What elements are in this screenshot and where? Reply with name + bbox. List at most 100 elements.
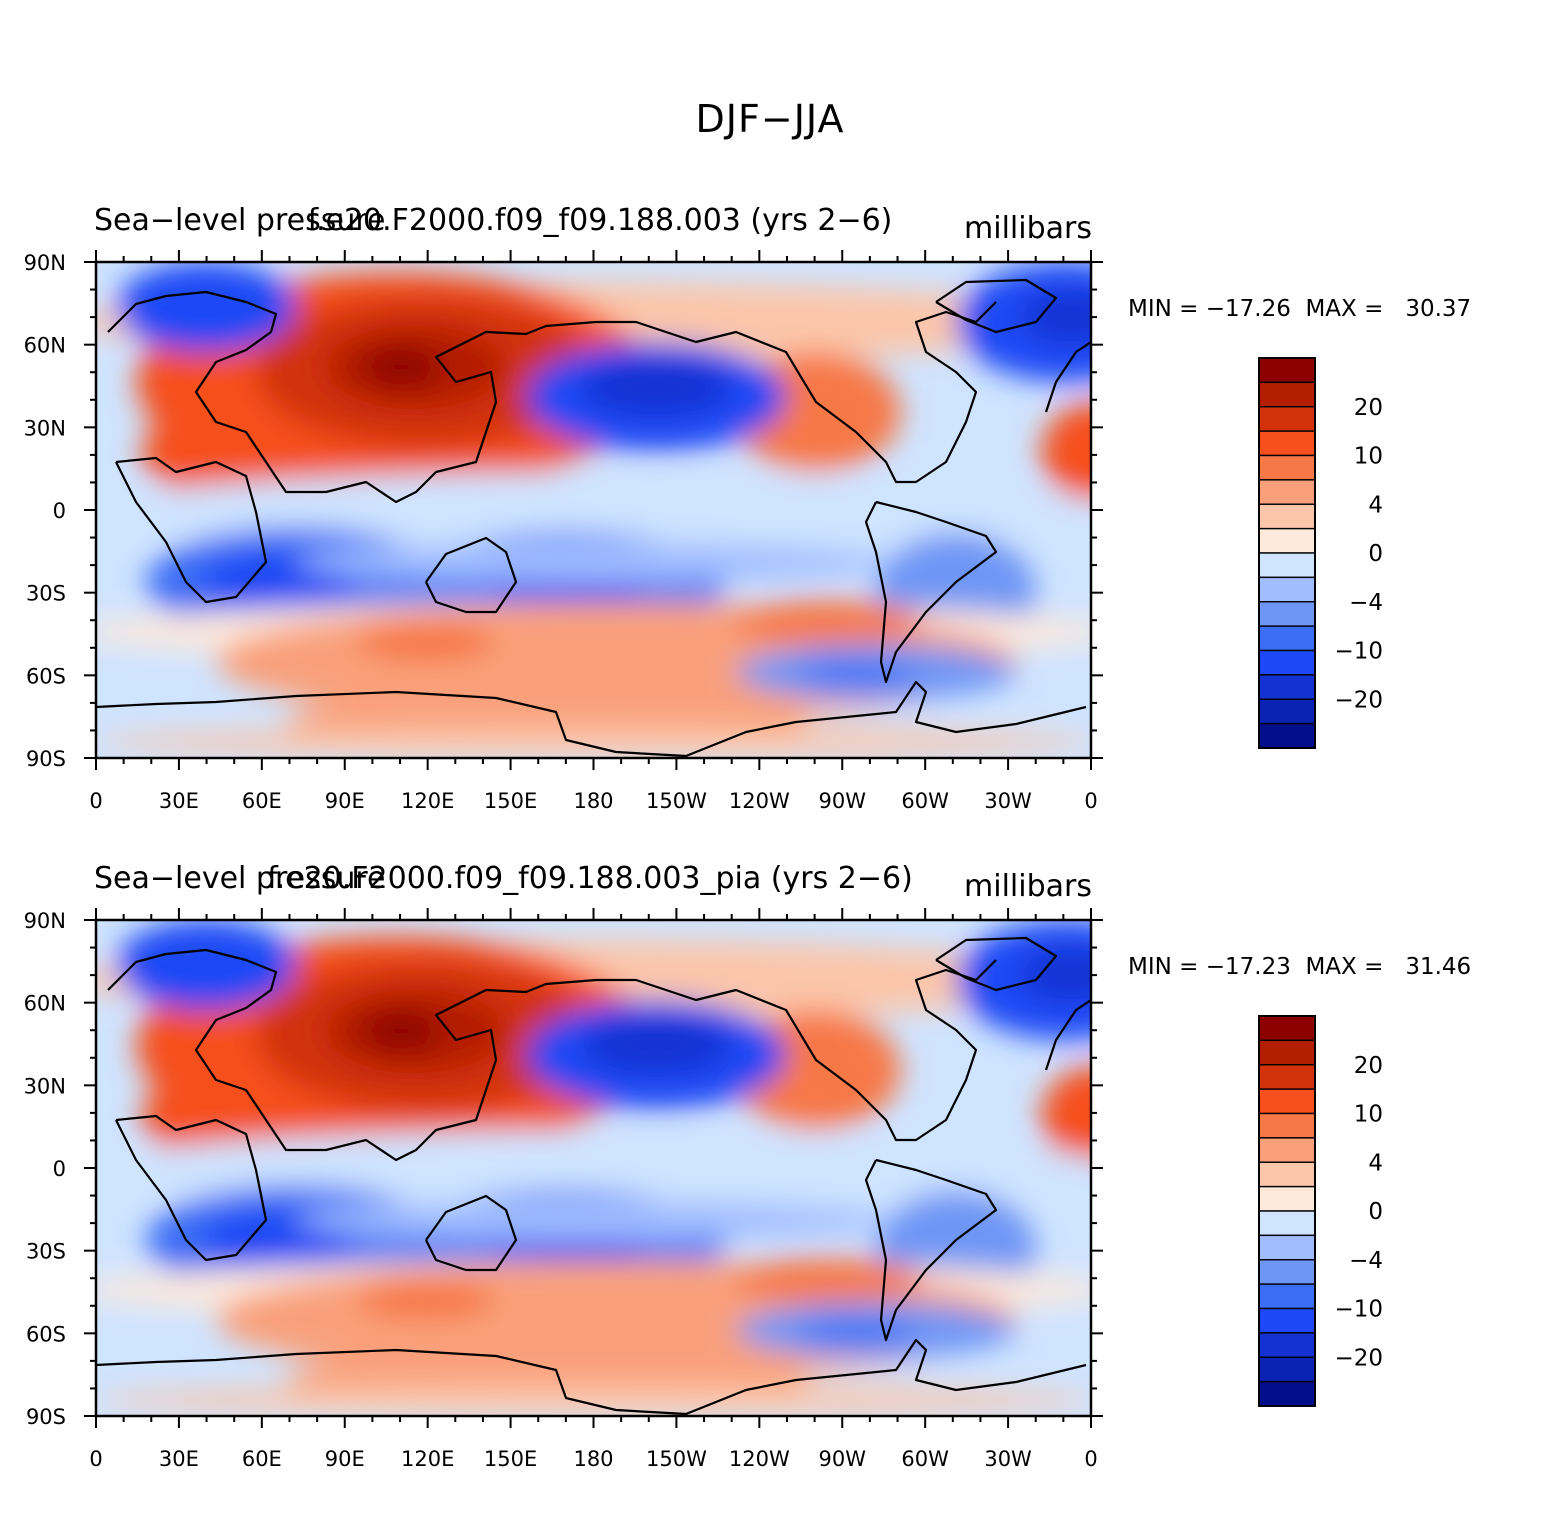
panel-top-case-title: f.e20.F2000.f09_f09.188.003 (yrs 2−6)	[308, 203, 893, 238]
panel-top-lon-label: 0	[1084, 789, 1097, 813]
panel-top-pressure-region	[96, 727, 1091, 757]
panel-bottom-pressure-region	[1041, 1066, 1091, 1166]
panel-top-units: millibars	[964, 211, 1092, 246]
panel-bottom-colorbar-swatch	[1258, 1283, 1316, 1310]
panel-bottom-colorbar-swatch	[1258, 1088, 1316, 1115]
panel-top-pressure-region	[581, 359, 731, 415]
panel-bottom-colorbar-label: −4	[1349, 1248, 1383, 1274]
panel-top-pressure-region	[1041, 402, 1091, 502]
panel-bottom-units: millibars	[964, 869, 1092, 904]
panel-top-colorbar-swatch	[1258, 527, 1316, 554]
panel-top-coastlines	[96, 278, 1091, 758]
panel-bottom-ticks: 0 30E 60E 90E 120E 150E 180 150W 120W 90W 60W 30W 09…	[24, 908, 1103, 1471]
panel-top-lon-label: 150E	[484, 789, 537, 813]
panel-top-colorbar-swatch	[1258, 381, 1316, 408]
panel-top-colorbar-swatch	[1258, 649, 1316, 676]
panel-top-pressure-region	[141, 407, 311, 497]
panel-bottom-colorbar-swatch	[1258, 1064, 1316, 1090]
panel-top-colorbar-swatch	[1258, 722, 1316, 749]
panel-top-coastline	[425, 536, 518, 614]
panel-top-stats: MIN = −17.26 MAX = 30.37	[1128, 296, 1471, 322]
panel-top-pressure-region	[796, 662, 916, 686]
panel-bottom-coastline	[96, 1338, 1087, 1416]
panel-bottom-lon-label: 180	[573, 1447, 613, 1471]
panel-top-lat-label: 30S	[26, 582, 66, 606]
panel-bottom-coastline	[425, 1194, 518, 1272]
panel-top-pressure-region	[361, 347, 441, 387]
panel-top-colorbar-swatch	[1258, 357, 1316, 384]
panel-top-colorbar-label: 20	[1354, 395, 1383, 421]
panel-bottom-lat-label: 90S	[26, 1405, 66, 1429]
panel-bottom-lat-label: 30N	[24, 1074, 66, 1098]
panel-top-colorbar-label: 4	[1368, 492, 1383, 518]
panel-top-pressure-region	[116, 262, 296, 352]
panel-bottom-coastline	[107, 948, 997, 1162]
panel-top-lon-label: 90E	[325, 789, 365, 813]
panel-bottom-field-blobs	[96, 920, 1091, 1415]
panel-bottom-colorbar: −20 −10 −4 0 4 10 20	[1258, 1015, 1383, 1407]
panel-bottom-lon-label: 150W	[646, 1447, 707, 1471]
panel-bottom-field	[96, 920, 1091, 1416]
panel-top-colorbar-swatch	[1258, 503, 1316, 530]
panel-top-pressure-region	[1021, 292, 1091, 342]
panel-bottom-lon-label: 150E	[484, 1447, 537, 1471]
panel-bottom-coastline	[935, 936, 1058, 992]
panel-bottom-pressure-region	[581, 1017, 731, 1073]
panel-top-lat-label: 90N	[24, 251, 66, 275]
panel-bottom-colorbar-swatch	[1258, 1380, 1316, 1407]
panel-bottom-left-title: Sea−level pressure	[94, 861, 385, 896]
figure-title: DJF−JJA	[696, 97, 845, 141]
panel-top-lon-label: 150W	[646, 789, 707, 813]
panel-top-lon-label: 90W	[819, 789, 867, 813]
panel-bottom-colorbar-label: 20	[1354, 1053, 1383, 1079]
panel-bottom-lat-label: 60N	[24, 992, 66, 1016]
panel-bottom-colorbar-label: 0	[1368, 1199, 1383, 1225]
panel-top-colorbar-swatch	[1258, 601, 1316, 627]
panel-bottom-colorbar-swatch	[1258, 1259, 1316, 1285]
panel-top-lon-label: 60E	[242, 789, 282, 813]
panel-top-coastline	[96, 680, 1087, 758]
panel-bottom-lon-label: 90E	[325, 1447, 365, 1471]
panel-bottom-colorbar-swatch	[1258, 1112, 1316, 1139]
panel-bottom-lon-label: 30E	[159, 1447, 199, 1471]
panel-bottom-colorbar-swatch	[1258, 1015, 1316, 1042]
panel-bottom-colorbar-label: 10	[1354, 1102, 1383, 1128]
panel-top-colorbar-swatch	[1258, 406, 1316, 432]
panel-top-coastline	[1044, 341, 1091, 413]
panel-bottom: Sea−level pressure f.e20.F2000.f09_f09.1…	[24, 861, 1472, 1471]
panel-top-pressure-region	[731, 600, 921, 644]
panel-top-ticks: 0 30E 60E 90E 120E 150E 180 150W 120W 90W 60W 30W 09…	[24, 250, 1103, 813]
panel-top-lat-label: 90S	[26, 747, 66, 771]
panel-bottom-colorbar-frame	[1258, 1015, 1316, 1407]
panel-bottom-lat-label: 30S	[26, 1240, 66, 1264]
panel-top-pressure-region	[296, 542, 896, 582]
panel-bottom-lon-label: 60E	[242, 1447, 282, 1471]
panel-bottom-lon-label: 120E	[401, 1447, 454, 1471]
panel-bottom-pressure-region	[356, 1280, 496, 1320]
panel-top-lon-label: 30W	[984, 789, 1032, 813]
panel-top-left-title: Sea−level pressure	[94, 203, 385, 238]
panel-top-lat-label: 60N	[24, 334, 66, 358]
panel-bottom-pressure-region	[116, 920, 296, 1010]
panel-bottom-coastline	[864, 1158, 998, 1342]
panel-bottom-pressure-region	[1021, 950, 1091, 1000]
panel-top-colorbar-swatch	[1258, 698, 1316, 725]
panel-bottom-coastline	[1044, 999, 1091, 1071]
panel-top-lon-label: 60W	[901, 789, 949, 813]
panel-top-lat-label: 60S	[26, 664, 66, 688]
panel-bottom-colorbar-swatch	[1258, 1210, 1316, 1237]
panel-top-colorbar-label: −10	[1334, 639, 1383, 665]
panel-bottom-pressure-region	[796, 1320, 916, 1344]
panel-top-colorbar-swatch	[1258, 430, 1316, 457]
panel-bottom-colorbar-swatch	[1258, 1307, 1316, 1334]
panel-bottom-stats: MIN = −17.23 MAX = 31.46	[1128, 954, 1471, 980]
panel-top-lon-label: 120E	[401, 789, 454, 813]
panel-top: Sea−level pressure f.e20.F2000.f09_f09.1…	[24, 203, 1472, 813]
panel-top-coastline	[115, 456, 268, 604]
panel-bottom-colorbar-label: −10	[1334, 1297, 1383, 1323]
panel-bottom-pressure-region	[296, 1200, 896, 1240]
panel-bottom-lon-label: 90W	[819, 1447, 867, 1471]
panel-top-colorbar-swatch	[1258, 625, 1316, 652]
panel-bottom-colorbar-swatch	[1258, 1185, 1316, 1212]
panel-top-colorbar-swatch	[1258, 674, 1316, 700]
